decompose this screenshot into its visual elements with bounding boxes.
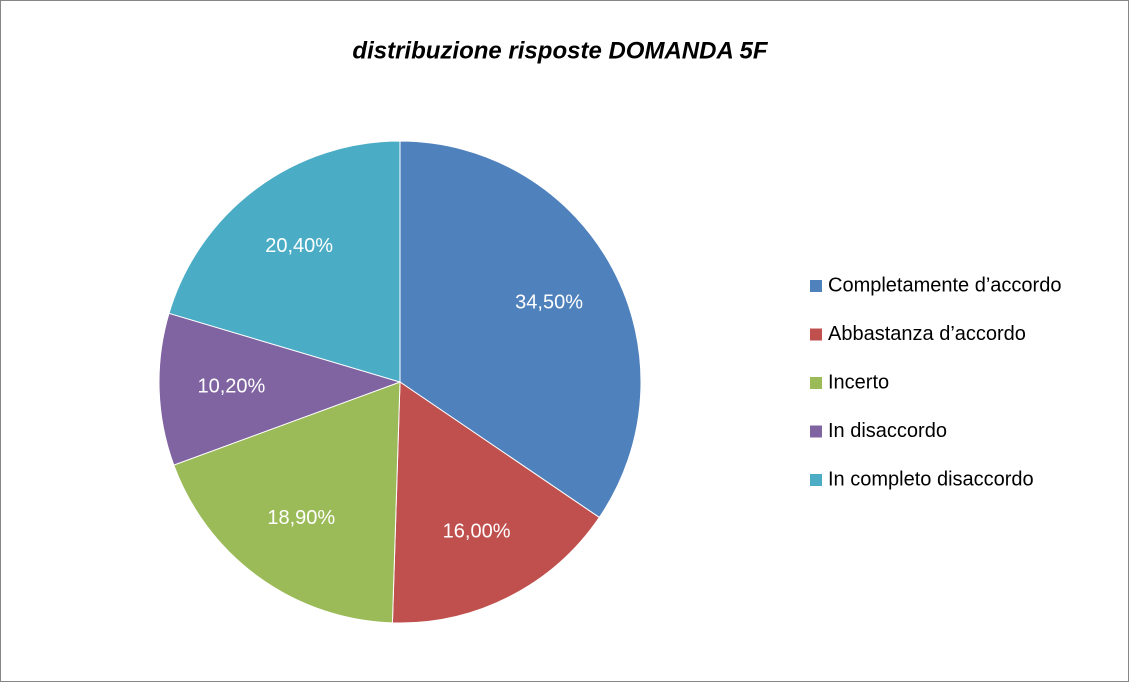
chart-title: distribuzione risposte DOMANDA 5F bbox=[352, 37, 768, 64]
data-label: 16,00% bbox=[443, 521, 511, 543]
legend-label: Incerto bbox=[828, 371, 889, 393]
legend-swatch bbox=[810, 280, 822, 292]
legend-swatch bbox=[810, 377, 822, 389]
pie-slice bbox=[173, 381, 401, 624]
pie-slice bbox=[168, 140, 401, 383]
data-label: 34,50% bbox=[515, 291, 583, 313]
pie-slice bbox=[399, 140, 642, 519]
legend-swatch bbox=[810, 425, 822, 438]
data-label: 10,20% bbox=[197, 376, 265, 398]
legend-swatch bbox=[810, 328, 822, 341]
legend-label: Completamente d’accordo bbox=[828, 274, 1061, 296]
legend-label: In disaccordo bbox=[828, 420, 947, 442]
legend-label: In completo disaccordo bbox=[828, 468, 1034, 490]
legend-swatch bbox=[810, 474, 822, 486]
pie-slice bbox=[391, 381, 601, 624]
data-label: 18,90% bbox=[267, 507, 335, 529]
legend-label: Abbastanza d’accordo bbox=[828, 323, 1026, 345]
pie-slice bbox=[158, 312, 402, 466]
data-label: 20,40% bbox=[265, 235, 333, 257]
